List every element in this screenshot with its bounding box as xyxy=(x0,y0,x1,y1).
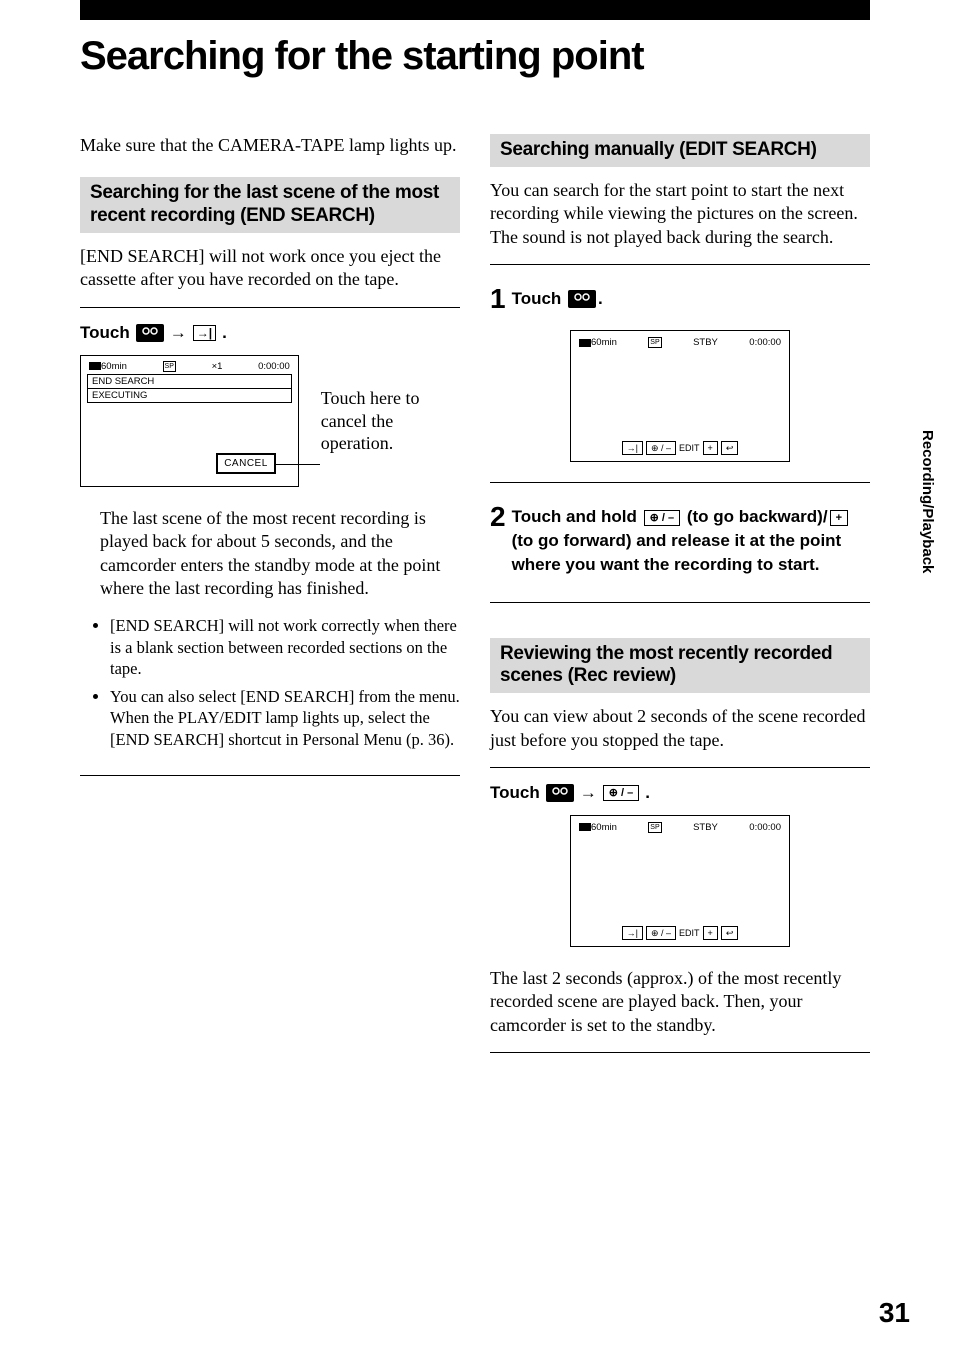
rec-review-heading: Reviewing the most recently recorded sce… xyxy=(490,638,870,694)
arrow-sep: → xyxy=(170,323,187,343)
end-icon: →| xyxy=(193,325,216,341)
divider xyxy=(490,482,870,483)
lcd-end-search-label: END SEARCH xyxy=(88,375,291,389)
rec-review-touch: Touch → ⊕ / – . xyxy=(490,783,870,803)
lcd-edit-search: 60min SP STBY 0:00:00 →| ⊕ / – EDIT + ↩ xyxy=(570,330,790,462)
bullet-2: You can also select [END SEARCH] from th… xyxy=(110,686,460,750)
lcd-tape-remain: 60min xyxy=(579,822,617,833)
step-1-number: 1 xyxy=(490,279,506,318)
left-column: Make sure that the CAMERA-TAPE lamp ligh… xyxy=(80,134,460,1053)
step-2c: (to go forward) and release it at the po… xyxy=(512,531,842,574)
divider xyxy=(80,307,460,308)
page-title: Searching for the starting point xyxy=(80,34,870,79)
rec-review-desc: You can view about 2 seconds of the scen… xyxy=(490,705,870,752)
intro-text: Make sure that the CAMERA-TAPE lamp ligh… xyxy=(80,134,460,157)
lcd-time: 0:00:00 xyxy=(258,361,290,372)
lcd-tape-remain: 60min xyxy=(89,361,127,372)
lcd-end-button[interactable]: →| xyxy=(622,926,643,940)
rec-review-explain: The last 2 seconds (approx.) of the most… xyxy=(490,967,870,1037)
end-search-explain: The last scene of the most recent record… xyxy=(100,507,450,601)
period: . xyxy=(598,289,603,308)
touch-label: Touch xyxy=(80,323,130,343)
page-number: 31 xyxy=(879,1297,910,1329)
edit-search-desc: You can search for the start point to st… xyxy=(490,179,870,249)
step-2a: Touch and hold xyxy=(512,507,642,526)
lcd-stby: STBY xyxy=(693,822,718,833)
callout-line xyxy=(276,464,320,465)
lcd-end-button[interactable]: →| xyxy=(622,441,643,455)
lcd-sp: SP xyxy=(648,822,661,833)
header-bar xyxy=(80,0,870,20)
divider xyxy=(490,767,870,768)
lcd-return-button[interactable]: ↩ xyxy=(721,926,739,940)
lcd-tape-remain: 60min xyxy=(579,337,617,348)
lcd-cancel-button[interactable]: CANCEL xyxy=(216,453,276,474)
end-search-bullets: [END SEARCH] will not work correctly whe… xyxy=(80,615,460,750)
lcd-rec-review: 60min SP STBY 0:00:00 →| ⊕ / – EDIT + ↩ xyxy=(570,815,790,947)
step-2b: (to go backward)/ xyxy=(682,507,827,526)
edit-search-heading: Searching manually (EDIT SEARCH) xyxy=(490,134,870,167)
end-search-heading: Searching for the last scene of the most… xyxy=(80,177,460,233)
lcd-plus-button[interactable]: + xyxy=(703,441,718,455)
divider xyxy=(490,264,870,265)
period: . xyxy=(222,323,227,343)
tape-icon xyxy=(136,324,164,342)
touch-instruction: Touch → →| . xyxy=(80,323,460,343)
step-1-touch: Touch xyxy=(512,289,562,308)
lcd-x1: ×1 xyxy=(212,361,223,372)
rewind-icon: ⊕ / – xyxy=(603,785,640,801)
lcd-executing: EXECUTING xyxy=(88,389,291,402)
bullet-1: [END SEARCH] will not work correctly whe… xyxy=(110,615,460,679)
end-search-desc: [END SEARCH] will not work once you ejec… xyxy=(80,245,460,292)
lcd-plus-button[interactable]: + xyxy=(703,926,718,940)
lcd-rewind-button[interactable]: ⊕ / – xyxy=(646,441,676,455)
right-column: Searching manually (EDIT SEARCH) You can… xyxy=(490,134,870,1053)
step-2: 2 Touch and hold ⊕ / – (to go backward)/… xyxy=(490,497,870,576)
period: . xyxy=(645,783,650,803)
step-1: 1 Touch . xyxy=(490,279,870,318)
lcd-edit-label: EDIT xyxy=(679,443,700,453)
divider xyxy=(490,602,870,603)
lcd-cancel-note: Touch here to cancel the operation. xyxy=(321,387,460,455)
lcd-sp: SP xyxy=(648,337,661,348)
rewind-icon: ⊕ / – xyxy=(644,510,681,526)
divider xyxy=(490,1052,870,1053)
lcd-time: 0:00:00 xyxy=(749,822,781,833)
plus-icon: + xyxy=(830,510,848,526)
lcd-sp: SP xyxy=(163,361,176,372)
lcd-rewind-button[interactable]: ⊕ / – xyxy=(646,926,676,940)
section-tab: Recording/Playback xyxy=(919,430,936,573)
tape-icon xyxy=(546,784,574,802)
touch-label: Touch xyxy=(490,783,540,803)
lcd-stby: STBY xyxy=(693,337,718,348)
tape-icon xyxy=(568,290,596,308)
arrow-sep: → xyxy=(580,783,597,803)
lcd-time: 0:00:00 xyxy=(749,337,781,348)
lcd-edit-label: EDIT xyxy=(679,928,700,938)
divider xyxy=(80,775,460,776)
lcd-end-search: 60min SP ×1 0:00:00 END SEARCH EXECUTING… xyxy=(80,355,299,487)
step-2-number: 2 xyxy=(490,497,506,536)
lcd-return-button[interactable]: ↩ xyxy=(721,441,739,455)
